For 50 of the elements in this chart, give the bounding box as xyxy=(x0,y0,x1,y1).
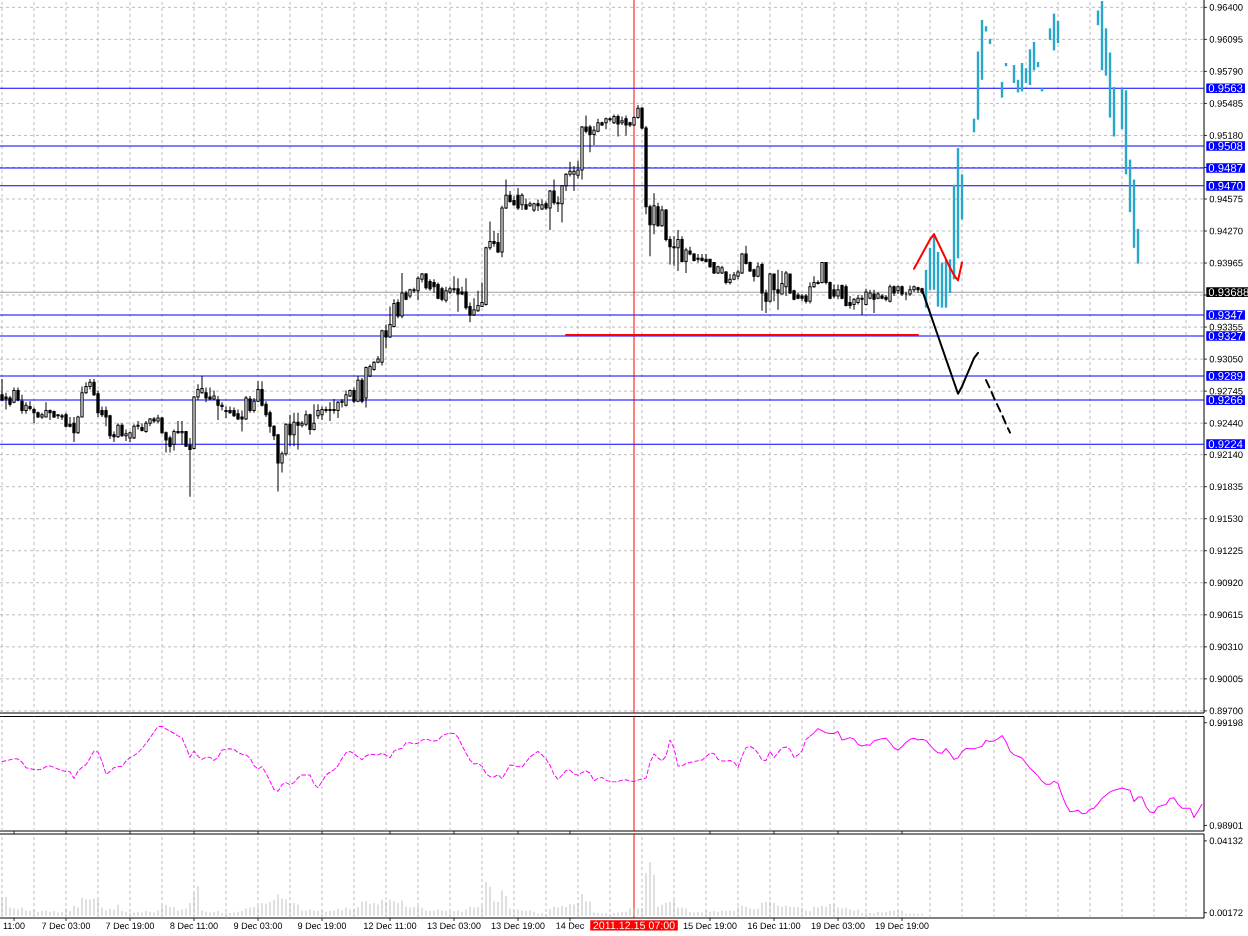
y-tick-label: 0.99198 xyxy=(1209,719,1243,727)
x-tick-label: 14 Dec xyxy=(556,922,585,929)
y-tick-label: 0.96400 xyxy=(1209,4,1243,11)
y-tick-label: 0.93965 xyxy=(1209,259,1243,267)
x-tick-label: 7 Dec 19:00 xyxy=(106,922,155,930)
y-tick-label: 0.04132 xyxy=(1209,837,1243,845)
x-tick-label: 19 Dec 19:00 xyxy=(875,922,929,930)
y-tick-label: 0.92745 xyxy=(1209,387,1243,395)
y-tick-label: 0.93355 xyxy=(1209,323,1243,331)
x-tick-label: 15 Dec 19:00 xyxy=(683,922,737,930)
y-tick-label: 0.89700 xyxy=(1209,707,1243,715)
y-tick-label: 0.92140 xyxy=(1209,451,1243,458)
x-tick-label: 13 Dec 19:00 xyxy=(491,922,545,930)
x-tick-label: 11:00 xyxy=(3,922,25,930)
x-tick-label: 9 Dec 03:00 xyxy=(233,922,283,930)
ref-line-label: 0.9508 xyxy=(1208,141,1243,150)
y-tick-label: 0.00172 xyxy=(1209,909,1243,916)
x-tick-label: 19 Dec 03:00 xyxy=(811,922,865,930)
ref-line-label: 0.9563 xyxy=(1208,84,1243,93)
y-tick-label: 0.94575 xyxy=(1209,195,1243,203)
ref-line-label: 0.9289 xyxy=(1208,371,1243,380)
x-tick-label: 16 Dec 11:00 xyxy=(748,922,801,930)
y-tick-label: 0.91225 xyxy=(1209,547,1243,555)
y-tick-label: 0.95485 xyxy=(1209,100,1243,107)
x-tick-label: 8 Dec 11:00 xyxy=(170,922,218,930)
ref-line-label: 0.93688 xyxy=(1208,288,1248,297)
x-tick-label: 12 Dec 11:00 xyxy=(364,922,417,930)
ref-line-label: 0.9327 xyxy=(1208,332,1243,341)
x-tick-label: 7 Dec 03:00 xyxy=(42,922,91,930)
ref-line-label: 0.9347 xyxy=(1208,311,1243,320)
y-tick-label: 0.90615 xyxy=(1209,611,1243,619)
y-tick-label: 0.91530 xyxy=(1209,515,1243,523)
x-tick-label: 13 Dec 03:00 xyxy=(427,922,481,930)
ref-line-label: 0.9470 xyxy=(1208,181,1243,190)
x-tick-label: 9 Dec 19:00 xyxy=(297,922,347,930)
ref-line-label: 0.9487 xyxy=(1208,164,1243,173)
y-tick-label: 0.93050 xyxy=(1209,355,1243,363)
ref-line-label: 0.9224 xyxy=(1208,440,1243,449)
y-tick-label: 0.92440 xyxy=(1209,419,1243,427)
ref-line-label: 0.9266 xyxy=(1208,396,1243,405)
y-tick-label: 0.90920 xyxy=(1209,579,1243,587)
y-tick-label: 0.94270 xyxy=(1209,227,1243,235)
y-tick-label: 0.91835 xyxy=(1209,483,1243,490)
y-tick-label: 0.98901 xyxy=(1209,822,1243,829)
y-tick-label: 0.96095 xyxy=(1209,36,1243,43)
y-tick-label: 0.95180 xyxy=(1209,132,1243,139)
x-tick-label: 2011.12.15 07:00 xyxy=(593,921,675,930)
y-tick-label: 0.95790 xyxy=(1209,68,1243,75)
y-tick-label: 0.90005 xyxy=(1209,675,1243,683)
y-tick-label: 0.90310 xyxy=(1209,643,1243,651)
